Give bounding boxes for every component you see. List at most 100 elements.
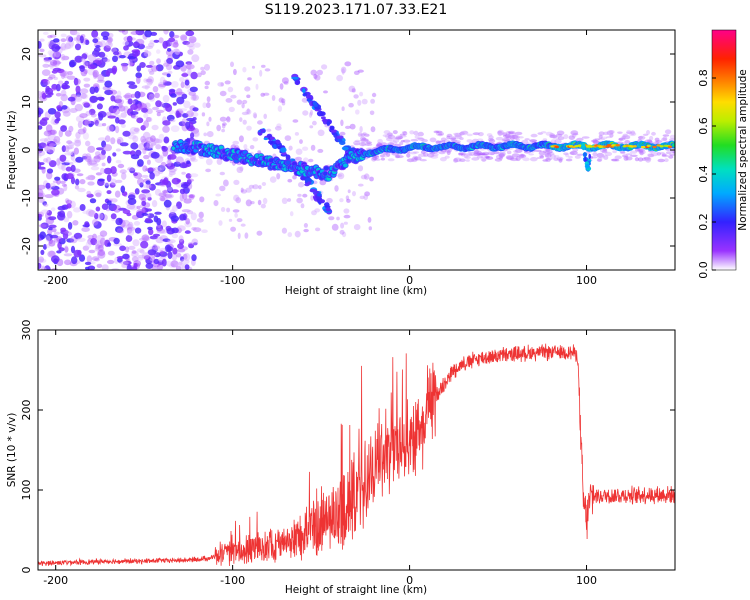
spectrogram-cell (97, 111, 107, 118)
spectrogram-cell (296, 197, 303, 204)
spectrogram-cell (50, 185, 60, 191)
spectrogram-cell (169, 119, 176, 123)
spectrogram-cell (345, 125, 351, 129)
spectrogram-cell (71, 220, 79, 225)
spectrogram-cell (86, 255, 93, 263)
spectrogram-cell (99, 40, 106, 48)
spectrogram-cell (343, 221, 348, 225)
spectrogram-cell (476, 151, 483, 156)
spectrogram-cell (101, 162, 106, 167)
spectrogram-cell (151, 65, 159, 72)
spectrogram-cell (359, 195, 365, 200)
spectrogram-cell (121, 172, 127, 180)
spectrogram-cell (450, 139, 458, 143)
spectrogram-cell (116, 136, 124, 145)
spectrogram-cell (87, 234, 94, 240)
spectrogram-cell (410, 138, 419, 142)
spectrogram-cell (49, 59, 58, 66)
spectrogram-cell (61, 163, 66, 171)
spectrogram-cell (429, 151, 436, 155)
spectrogram-cell (39, 162, 45, 166)
spectrogram-cell (42, 201, 47, 206)
spectrogram-cell (76, 237, 86, 242)
spectrogram-cell (190, 212, 197, 221)
spectrogram-cell (170, 215, 179, 222)
spectrogram-cell (146, 78, 153, 86)
spectrogram-cell (143, 113, 149, 119)
spectrogram-cell (92, 71, 98, 80)
spectrogram-cell (411, 157, 418, 163)
spectrogram-cell (85, 266, 90, 270)
spectrogram-cell (121, 219, 130, 227)
spectrogram-cell (94, 86, 99, 93)
spectrogram-cell (316, 69, 323, 76)
spectrogram-cell (287, 198, 292, 202)
spectrogram-cell (284, 135, 292, 142)
spectrogram-cell (127, 167, 136, 171)
spectrogram-cell (122, 40, 129, 46)
spectrogram-cell (148, 144, 154, 149)
spectrogram-cell (244, 232, 249, 239)
spectrogram-cell (361, 141, 365, 147)
spectrogram-cell (203, 132, 207, 137)
spectrogram-cell (164, 194, 173, 198)
spectrogram-cell (372, 156, 378, 161)
spectrogram-cell (145, 192, 152, 199)
colorbar-tick-label: 0.0 (697, 261, 710, 279)
spectrogram-cell (87, 145, 96, 153)
spectrogram-cell (305, 94, 312, 99)
spectrogram-cell (374, 158, 381, 161)
spectrogram-cell (568, 155, 573, 159)
spectrogram-cell (326, 197, 333, 204)
spectrogram-cell (66, 146, 73, 150)
spectrogram-cell (156, 49, 161, 54)
spectrogram-cell (63, 259, 72, 266)
spectrogram-cell (232, 140, 239, 145)
spectrogram-cell (122, 63, 128, 72)
spectrogram-cell (60, 89, 67, 97)
spectrogram-cell (281, 197, 288, 204)
spectrogram-cell (240, 187, 244, 193)
spectrogram-cell (625, 156, 633, 161)
spectrogram-cell (87, 54, 97, 62)
spectrogram-cell (145, 184, 153, 189)
spectrogram-cell (98, 244, 104, 252)
spectrogram-cell (152, 106, 159, 111)
spectrogram-cell (480, 156, 489, 159)
spectrogram-cell (131, 256, 139, 262)
spectrogram-cell (119, 169, 127, 174)
spectrogram-cell (38, 54, 47, 58)
spectrogram-cell (41, 69, 51, 76)
spectrogram-cell (184, 221, 192, 228)
spectrogram-cell (120, 260, 129, 266)
spectrogram-cell (82, 132, 89, 140)
spectrogram-cell (348, 85, 356, 93)
spectrogram-cell (103, 167, 113, 175)
spectrogram-cell (42, 63, 50, 68)
spectrogram-cell (61, 162, 71, 166)
spectrogram-cell (464, 155, 471, 159)
spectrogram-cell (602, 148, 608, 152)
spectrogram-cell (133, 41, 140, 49)
spectrogram-x-tick-label: -100 (220, 274, 245, 287)
spectrogram-cell (111, 47, 119, 53)
spectrogram-cell (48, 92, 54, 96)
spectrogram-cell (570, 130, 579, 136)
spectrogram-cell (64, 152, 73, 156)
spectrogram-cell (159, 251, 168, 257)
spectrogram-cell (310, 109, 313, 116)
spectrogram-cell (667, 145, 673, 148)
spectrogram-cell (463, 154, 469, 158)
spectrogram-cell (157, 170, 164, 174)
spectrogram-cell (51, 189, 60, 196)
spectrogram-cell (200, 70, 206, 76)
spectrogram-cell (48, 250, 55, 257)
spectrogram-cell (39, 138, 49, 142)
spectrogram-cell (206, 131, 214, 138)
spectrogram-cell (103, 45, 111, 52)
spectrogram-cell (105, 70, 111, 76)
spectrogram-cell (67, 71, 73, 76)
spectrogram-cell (505, 133, 512, 139)
spectrogram-cell (263, 113, 268, 120)
spectrogram-cell (168, 88, 176, 93)
